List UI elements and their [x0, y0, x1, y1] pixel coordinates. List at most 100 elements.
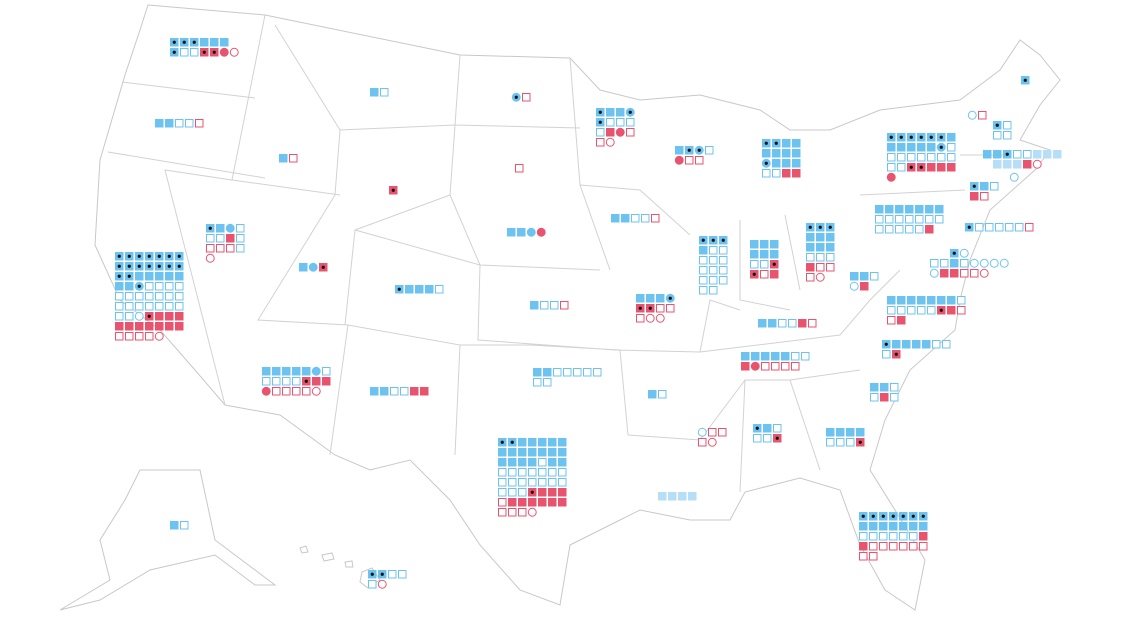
seat-dot — [172, 40, 176, 44]
seat — [1032, 159, 1042, 169]
seat — [508, 458, 517, 467]
seat — [515, 164, 524, 173]
seat-dot — [881, 514, 885, 518]
seat-dot — [127, 254, 131, 258]
seat — [895, 215, 904, 224]
seat — [583, 368, 592, 377]
seat — [897, 143, 906, 152]
seat — [195, 119, 204, 128]
seat — [180, 48, 189, 57]
seat — [947, 306, 956, 315]
seat — [563, 368, 572, 377]
seat — [292, 387, 301, 396]
seat — [905, 225, 914, 234]
seat — [646, 294, 655, 303]
seat — [165, 312, 174, 321]
seat — [782, 159, 791, 168]
seat — [1023, 150, 1032, 159]
seat — [718, 428, 727, 437]
seat — [636, 294, 645, 303]
seat-dot — [177, 254, 181, 258]
seat — [538, 458, 547, 467]
seat — [750, 260, 759, 269]
seat — [781, 352, 790, 361]
seat-dot — [972, 184, 976, 188]
seat — [947, 153, 956, 162]
seat — [889, 532, 898, 541]
seat — [709, 276, 718, 285]
seat — [889, 522, 898, 531]
seat — [165, 322, 174, 331]
seat — [311, 386, 321, 396]
seat — [989, 258, 999, 268]
seat — [225, 223, 235, 233]
seat-dot — [514, 95, 518, 99]
seat — [869, 532, 878, 541]
seat-dot — [530, 490, 534, 494]
seat — [135, 322, 144, 331]
seat — [115, 312, 124, 321]
seat — [611, 214, 620, 223]
seat — [200, 38, 209, 47]
seat — [782, 139, 791, 148]
seat — [548, 478, 557, 487]
seat — [935, 205, 944, 214]
seat — [175, 119, 184, 128]
seat — [636, 314, 645, 323]
seat — [993, 131, 1002, 140]
seat-dot — [510, 440, 514, 444]
seat — [990, 182, 999, 191]
seat-dot — [939, 308, 943, 312]
seat — [978, 111, 987, 120]
seat — [905, 215, 914, 224]
seat — [836, 428, 845, 437]
seat — [645, 313, 655, 323]
seat — [927, 143, 936, 152]
seat — [849, 281, 859, 291]
seat — [229, 47, 239, 57]
seat — [762, 169, 771, 178]
seat — [912, 340, 921, 349]
seat — [125, 332, 134, 341]
seat — [540, 301, 549, 310]
seat — [771, 352, 780, 361]
seat-dot — [157, 254, 161, 258]
seat — [869, 542, 878, 551]
seat — [699, 246, 708, 255]
seat-dot — [828, 225, 832, 229]
seat-dot — [208, 226, 212, 230]
seat-dot — [919, 165, 923, 169]
seat — [887, 306, 896, 315]
seat — [885, 215, 894, 224]
seat — [282, 377, 291, 386]
seat — [947, 143, 956, 152]
seat — [626, 118, 635, 127]
seat — [770, 270, 779, 279]
seat-dot — [117, 274, 121, 278]
seat — [930, 259, 939, 268]
seat — [185, 119, 194, 128]
seat-dot — [391, 188, 395, 192]
seat — [889, 542, 898, 551]
seat — [175, 292, 184, 301]
seat — [180, 521, 189, 530]
seat — [750, 240, 759, 249]
seat — [272, 387, 281, 396]
seat — [942, 340, 951, 349]
seat — [175, 312, 184, 321]
seat — [425, 285, 434, 294]
seat — [292, 377, 301, 386]
seat — [927, 306, 936, 315]
seat-dot — [808, 225, 812, 229]
seat — [895, 225, 904, 234]
seat — [155, 282, 164, 291]
seat — [909, 532, 918, 541]
seat-dot — [167, 264, 171, 268]
seat — [548, 458, 557, 467]
seat — [533, 368, 542, 377]
seat — [261, 386, 271, 396]
seat — [558, 468, 567, 477]
seat — [960, 259, 969, 268]
